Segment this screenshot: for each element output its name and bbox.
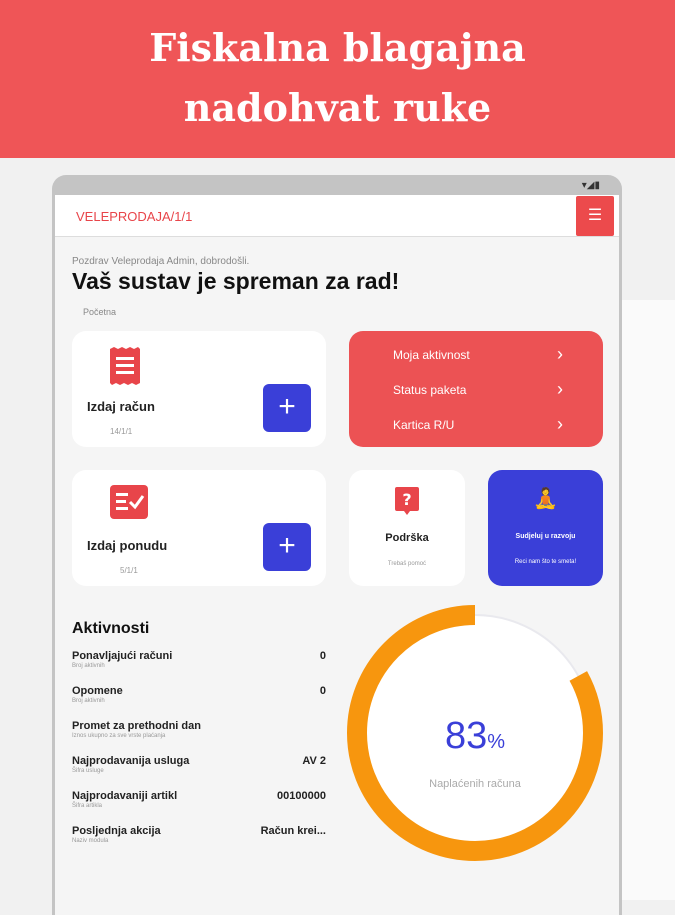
menu-item-my-activity[interactable]: Moja aktivnost › [393,344,563,364]
activity-label: Najprodavaniji artikl [72,790,178,802]
activity-sublabel: Broj aktivnih [72,698,105,704]
gauge-arc [347,605,603,861]
menu-item-package-status[interactable]: Status paketa › [393,379,563,399]
support-card[interactable]: ? Podrška Trebaš pomoć [349,470,465,586]
plus-icon: + [278,390,296,423]
greeting-text: Pozdrav Veleprodaja Admin, dobrodošli. [72,256,250,267]
help-icon: ? [395,487,419,515]
page-title: Vaš sustav je spreman za rad! [72,268,400,294]
card-title: Izdaj račun [87,399,155,414]
activities-title: Aktivnosti [72,620,150,637]
activity-row: Najprodavanija usluga Šifra usluge AV 2 [72,755,326,774]
promo-banner: Fiskalna blagajna nadohvat ruke [0,0,675,158]
menu-collapse-icon: ☰ [587,207,603,224]
participate-card[interactable]: 🧘 Sudjeluj u razvoju Reci nam što te sme… [488,470,603,586]
card-title: Sudjeluj u razvoju [515,533,576,540]
meditation-icon: 🧘 [533,488,558,510]
activity-row: Posljednja akcija Naziv modula Račun krei.… [72,825,326,844]
activity-sublabel: Šifra usluge [72,768,104,774]
activity-label: Ponavljajući računi [72,650,173,662]
card-subtitle: Reci nam što te smeta! [514,559,577,565]
issue-offer-card[interactable]: Izdaj ponudu 5/1/1 + [72,470,326,586]
card-title: Izdaj ponudu [87,538,168,553]
app-bar: VELEPRODAJA/1/1 ☰ [55,195,619,237]
chevron-right-icon: › [557,344,563,364]
add-invoice-button[interactable]: + [263,384,311,432]
card-title: Podrška [385,532,429,544]
activity-value: Račun krei... [260,825,326,837]
breadcrumb[interactable]: Početna [83,307,117,317]
banner-line2: nadohvat ruke [183,85,492,130]
activity-sublabel: Broj aktivnih [72,663,105,669]
app-screen: VELEPRODAJA/1/1 ☰ Pozdrav Veleprodaja Ad… [55,195,619,915]
activity-label: Opomene [72,685,123,697]
activity-row: Najprodavaniji artikl Šifra artikla 001000… [72,790,326,809]
card-subtitle: 5/1/1 [120,566,138,575]
gauge-value: 83% [445,715,505,757]
activity-value: 0 [319,650,326,662]
plus-icon: + [278,529,296,562]
status-bar-icons: ▾◢▮ [581,180,600,191]
app-title[interactable]: VELEPRODAJA/1/1 [76,209,193,224]
checklist-icon [110,485,148,519]
quick-menu-card: Moja aktivnost › Status paketa › Kartica R… [349,331,603,447]
issue-invoice-card[interactable]: Izdaj račun 14/1/1 + [72,331,326,447]
activity-sublabel: Naziv modula [72,838,109,844]
activity-row: Promet za prethodni dan Iznos ukupno za s… [72,720,326,739]
menu-item-card-ru[interactable]: Kartica R/U › [393,414,563,434]
activity-label: Promet za prethodni dan [72,720,201,732]
activity-label: Najprodavanija usluga [72,755,190,767]
activity-label: Posljednja akcija [72,825,161,837]
chevron-right-icon: › [557,414,563,434]
activity-row: Opomene Broj aktivnih 0 [72,685,326,704]
card-subtitle: 14/1/1 [110,427,133,436]
chevron-right-icon: › [557,379,563,399]
activity-sublabel: Šifra artikla [72,803,103,809]
tablet-frame: ▾◢▮ VELEPRODAJA/1/1 ☰ Pozdrav Veleprodaj… [52,175,622,915]
activity-row: Ponavljajući računi Broj aktivnih 0 [72,650,326,669]
svg-text:?: ? [402,490,411,509]
activity-sublabel: Iznos ukupno za sve vrste plaćanja [72,733,166,739]
banner-line1: Fiskalna blagajna [149,25,526,70]
activity-value: 00100000 [277,790,326,802]
activity-value: AV 2 [302,755,326,767]
menu-button[interactable]: ☰ [576,196,614,236]
add-offer-button[interactable]: + [263,523,311,571]
card-subtitle: Trebaš pomoć [387,561,427,567]
gauge-label: Naplaćenih računa [429,778,522,790]
activity-value: 0 [319,685,326,697]
paid-invoices-gauge: 83% Naplaćenih računa [347,605,603,861]
receipt-icon [110,347,140,385]
